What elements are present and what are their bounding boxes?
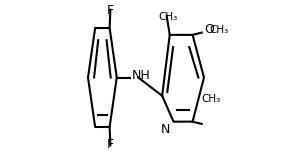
Text: O: O [204,23,214,36]
Text: F: F [107,138,114,151]
Text: CH₃: CH₃ [202,94,221,104]
Text: NH: NH [131,69,150,82]
Text: F: F [107,4,114,17]
Text: N: N [160,123,170,136]
Text: CH₃: CH₃ [209,24,228,35]
Text: CH₃: CH₃ [159,12,178,22]
